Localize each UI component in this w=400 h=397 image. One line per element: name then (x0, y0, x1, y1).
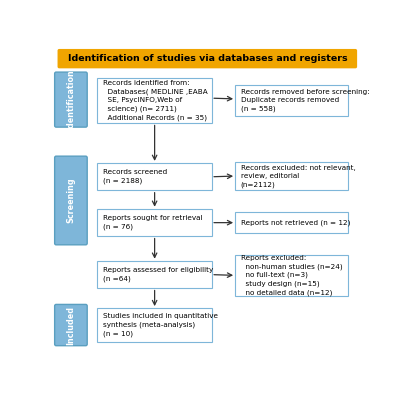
FancyBboxPatch shape (235, 162, 348, 191)
Text: Identification of studies via databases and registers: Identification of studies via databases … (68, 54, 347, 63)
FancyBboxPatch shape (98, 261, 212, 288)
FancyBboxPatch shape (55, 72, 87, 127)
FancyBboxPatch shape (58, 50, 356, 67)
Text: Reports not retrieved (n = 12): Reports not retrieved (n = 12) (241, 220, 350, 226)
Text: Reports sought for retrieval
(n = 76): Reports sought for retrieval (n = 76) (103, 215, 202, 230)
Text: Studies included in quantitative
synthesis (meta-analysis)
(n = 10): Studies included in quantitative synthes… (103, 313, 218, 337)
FancyBboxPatch shape (98, 209, 212, 236)
Text: Included: Included (66, 306, 76, 345)
Text: Identification: Identification (66, 69, 76, 130)
Text: Reports assessed for eligibility
(n =64): Reports assessed for eligibility (n =64) (103, 267, 213, 282)
FancyBboxPatch shape (55, 304, 87, 346)
FancyBboxPatch shape (98, 308, 212, 342)
Text: Records screened
(n = 2188): Records screened (n = 2188) (103, 170, 167, 184)
Text: Records removed before screening:
Duplicate records removed
(n = 558): Records removed before screening: Duplic… (241, 89, 370, 112)
Text: Records excluded: not relevant,
review, editorial
(n=2112): Records excluded: not relevant, review, … (241, 164, 355, 187)
FancyBboxPatch shape (55, 156, 87, 245)
Text: Reports excluded:
  non-human studies (n=24)
  no full-text (n=3)
  study design: Reports excluded: non-human studies (n=2… (241, 255, 342, 296)
FancyBboxPatch shape (98, 163, 212, 191)
FancyBboxPatch shape (235, 85, 348, 116)
Text: Records identified from:
  Databases( MEDLINE ,EABA
  SE, PsycINFO,Web of
  scie: Records identified from: Databases( MEDL… (103, 80, 208, 121)
FancyBboxPatch shape (235, 212, 348, 233)
FancyBboxPatch shape (235, 255, 348, 296)
Text: Screening: Screening (66, 178, 76, 223)
FancyBboxPatch shape (98, 77, 212, 123)
